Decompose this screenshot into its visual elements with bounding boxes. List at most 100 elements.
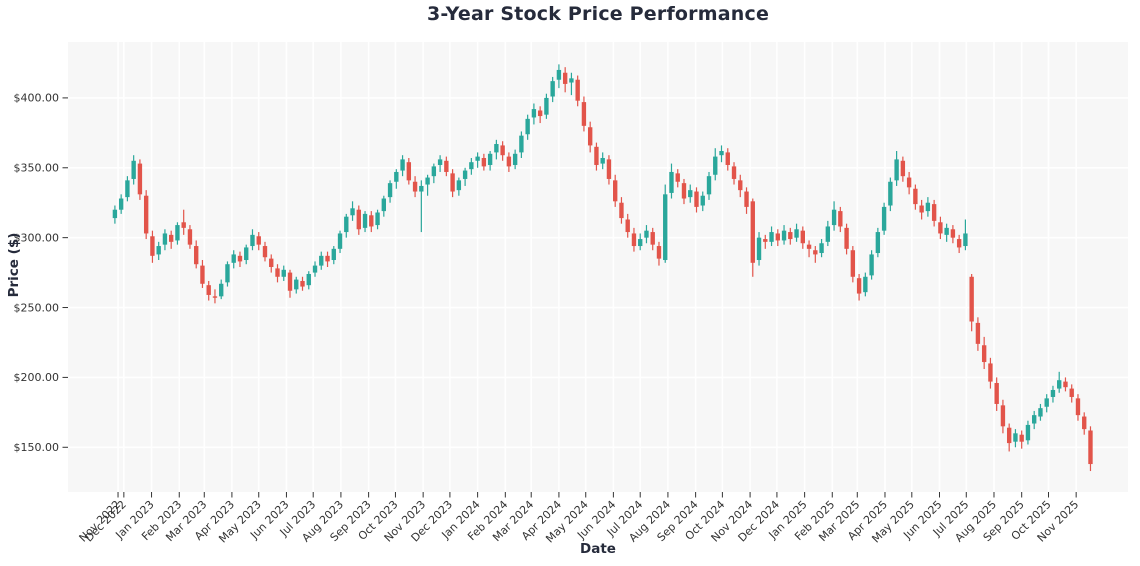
candle-up [494,139,499,160]
candle-down [988,357,993,389]
candle-up [525,114,530,140]
candle-down [956,234,962,254]
candle-up [963,219,968,251]
candle-up [312,261,318,277]
candle-down [806,240,812,258]
candle-down [287,269,293,298]
candle-up [1025,420,1031,445]
candle-down [450,169,455,198]
candle-up [1038,403,1043,421]
candle-up [125,176,130,202]
candle-down [1075,394,1081,421]
candle-down [938,216,943,240]
candle-down [1082,412,1087,435]
candle-up [550,76,555,103]
candle-down [168,230,174,249]
candle-down [262,241,268,262]
candle-up [225,261,230,287]
candle-up [638,233,643,251]
candle-up [531,103,537,125]
candle-down [1063,377,1068,392]
candle-up [688,184,693,203]
candle-down [537,106,543,124]
candle-down [613,174,618,207]
chart-title: 3-Year Stock Price Performance [426,3,770,25]
candle-up [375,209,380,230]
candle-up [881,202,887,235]
candle-down [575,75,580,107]
candle-down [950,225,956,244]
y-tick-label: $350.00 [14,162,60,175]
candle-down [750,198,755,277]
candle-down [731,162,737,185]
candle-up [719,145,724,163]
candle-down [681,178,687,205]
candle-up [644,225,649,244]
candle-down [744,187,749,214]
candle-up [387,180,393,203]
candle-down [738,174,743,198]
candle-up [944,223,949,242]
candle-up [281,265,286,281]
candle-down [969,273,974,332]
candle-down [300,276,305,291]
candle-down [913,184,918,210]
x-axis-title: Date [580,541,616,557]
candle-up [875,227,881,258]
candle-down [194,240,199,269]
y-axis-title: Price ($) [6,232,22,298]
candle-down [1019,430,1024,449]
y-tick-label: $150.00 [14,441,60,454]
candle-down [725,148,730,171]
candle-down [631,227,637,252]
candle-up [118,194,124,214]
candle-down [856,273,862,301]
candle-down [619,197,624,224]
candle-down [931,199,937,227]
candle-up [162,229,168,251]
candle-up [863,272,868,297]
candle-down [788,227,793,245]
candle-up [600,152,605,170]
candle-down [256,232,261,251]
candle-down [694,187,699,213]
candle-up [419,180,424,233]
candle-down [919,199,924,220]
candle-down [850,246,856,283]
candles-layer [112,64,1093,472]
candle-up [462,167,468,186]
candle-down [444,156,449,177]
candle-up [925,197,931,217]
candle-down [650,227,655,251]
candle-down [506,152,512,172]
candle-down [906,171,912,195]
candle-up [888,177,893,212]
y-tick-label: $400.00 [14,92,60,105]
candle-up [706,171,712,200]
candle-up [156,241,161,261]
candle-down [137,159,143,200]
candle-down [800,226,805,249]
candle-down [269,254,274,273]
candle-up [294,276,299,294]
candle-down [606,155,612,185]
candle-down [675,169,680,188]
y-tick-label: $200.00 [14,371,60,384]
candle-up [700,191,705,212]
candle-up [869,250,874,280]
candle-up [556,64,562,89]
candle-down [775,229,780,247]
candle-down [181,209,186,235]
candle-down [581,96,587,132]
plot-background [68,42,1128,492]
candle-up [231,250,236,269]
candle-down [1000,399,1006,434]
candle-up [1032,410,1037,430]
candle-up [112,205,118,224]
candle-down [656,241,662,266]
candle-up [519,131,524,158]
candle-up [769,226,774,247]
candle-up [131,155,136,185]
